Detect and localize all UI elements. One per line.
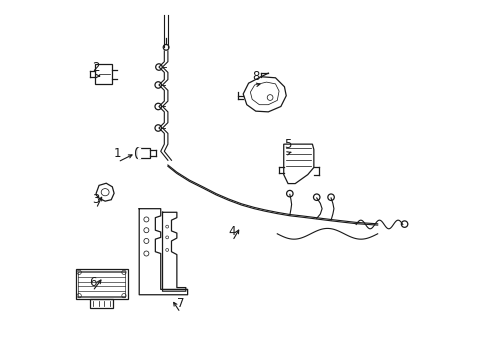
Text: 6: 6 bbox=[89, 276, 97, 289]
Bar bbox=[78, 271, 125, 297]
Text: 1: 1 bbox=[114, 147, 122, 159]
Bar bbox=[138, 148, 149, 158]
Text: 3: 3 bbox=[93, 193, 100, 206]
Text: 4: 4 bbox=[229, 225, 236, 238]
Text: 7: 7 bbox=[177, 297, 184, 310]
Text: 2: 2 bbox=[93, 60, 100, 73]
Text: 8: 8 bbox=[252, 69, 259, 82]
Bar bbox=[75, 269, 127, 299]
Bar bbox=[90, 299, 113, 308]
Text: 5: 5 bbox=[284, 138, 292, 150]
Bar bbox=[95, 64, 112, 84]
